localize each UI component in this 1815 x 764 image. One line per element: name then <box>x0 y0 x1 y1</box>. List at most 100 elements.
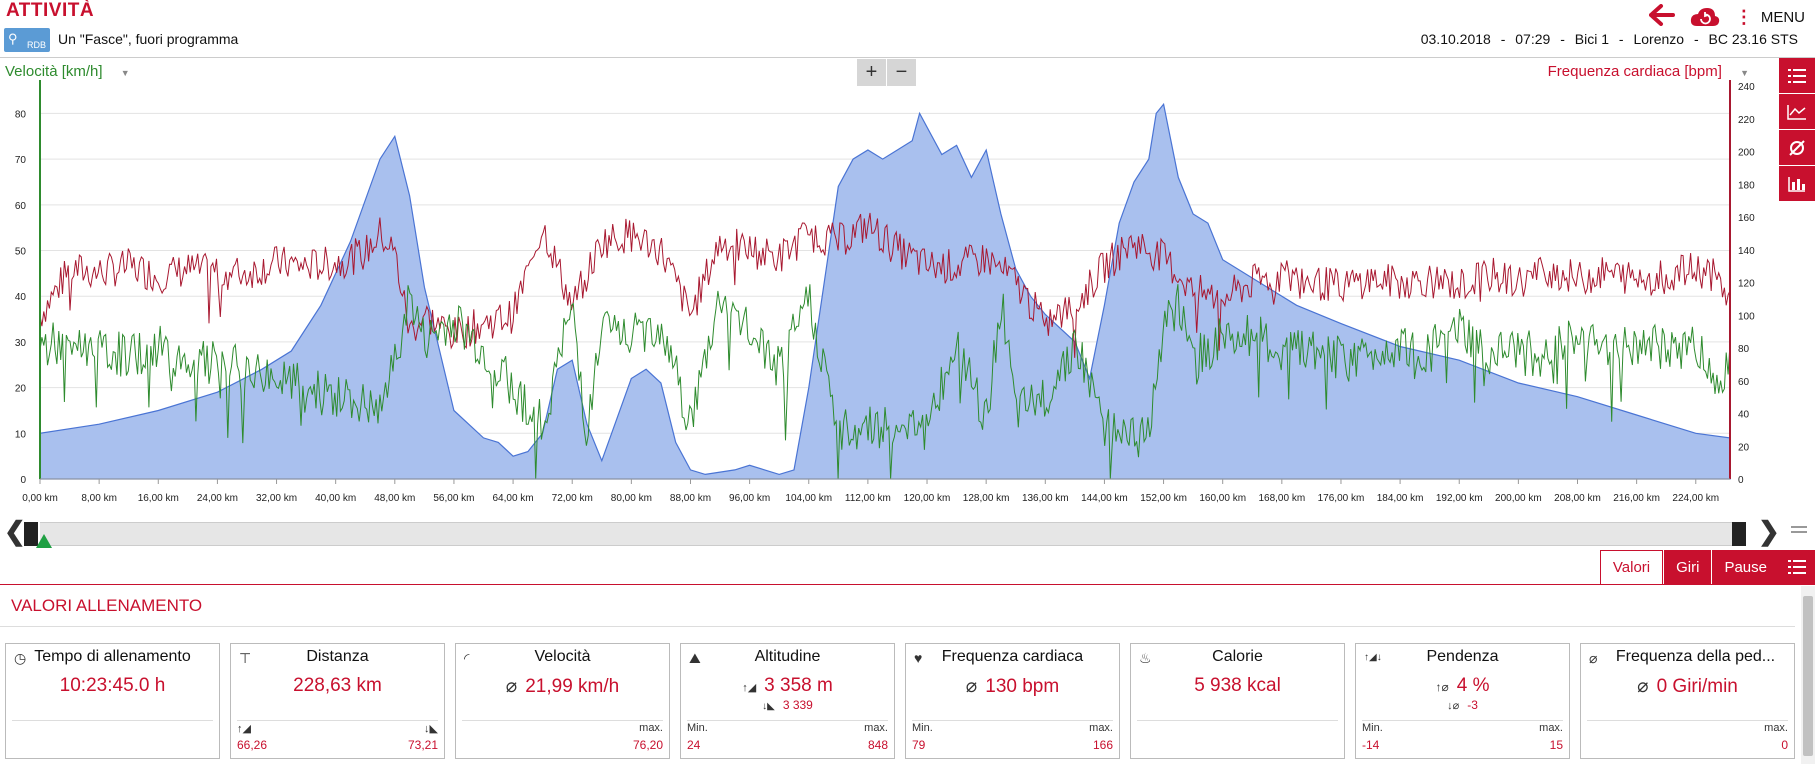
speed-line <box>39 284 1731 480</box>
x-tick-label: 16,00 km <box>138 493 179 504</box>
x-tick-label: 208,00 km <box>1554 493 1601 504</box>
x-tick-label: 224,00 km <box>1672 493 1719 504</box>
card-divider <box>462 720 663 721</box>
card-divider <box>912 720 1113 721</box>
navigator-next-button[interactable]: ❯ <box>1758 516 1780 546</box>
zoom-out-button[interactable]: − <box>887 59 916 86</box>
max-grade: 15 <box>1549 738 1563 752</box>
tab-pause[interactable]: Pause <box>1711 550 1779 584</box>
descent-value: 3 339 <box>782 698 813 712</box>
card-title: Distanza <box>306 648 369 665</box>
max-label: max. <box>1764 722 1788 734</box>
x-tick-label: 200,00 km <box>1495 493 1542 504</box>
y-right-tick-label: 100 <box>1738 311 1755 322</box>
uphill-icon: ↑◢ <box>237 723 251 735</box>
slope-icon: ↑◢↓ <box>1364 652 1382 663</box>
x-tick-label: 40,00 km <box>315 493 356 504</box>
x-tick-label: 120,00 km <box>904 493 951 504</box>
downhill-grade: -3 <box>1467 698 1478 712</box>
y-right-tick-label: 220 <box>1738 115 1755 126</box>
max-label: max. <box>1539 722 1563 734</box>
max-label: max. <box>864 722 888 734</box>
line-chart-button[interactable] <box>1779 94 1815 130</box>
x-tick-label: 48,00 km <box>374 493 415 504</box>
x-tick-label: 144,00 km <box>1081 493 1128 504</box>
bar-chart-button[interactable] <box>1779 166 1815 202</box>
navigator-track[interactable] <box>40 522 1732 546</box>
max-label: max. <box>1089 722 1113 734</box>
x-tick-label: 104,00 km <box>785 493 832 504</box>
downhill-distance: 73,21 <box>407 738 438 752</box>
x-tick-label: 136,00 km <box>1022 493 1069 504</box>
tab-giri[interactable]: Giri <box>1663 550 1712 584</box>
card-sub-row: ↓⌀ -3 <box>1356 698 1569 712</box>
card-value-row: ⌀ 21,99 km/h <box>456 675 669 698</box>
zoom-in-button[interactable]: + <box>857 59 886 86</box>
drag-handle-icon[interactable] <box>1791 526 1807 536</box>
scrollbar-thumb[interactable] <box>1803 596 1813 756</box>
min-altitude: 24 <box>687 738 701 752</box>
position-marker-icon[interactable] <box>36 534 52 548</box>
meta-sep: - <box>1560 31 1565 47</box>
x-tick-label: 80,00 km <box>611 493 652 504</box>
card-value: 130 bpm <box>985 676 1060 697</box>
card-calorie: ♨ Calorie 5 938 kcal <box>1130 643 1345 759</box>
card-divider <box>687 720 888 721</box>
y-right-tick-label: 160 <box>1738 213 1755 224</box>
card-title: Velocità <box>534 648 591 665</box>
chart-axes: 0 10 20 30 40 50 60 70 80 0 20 40 60 80 100 120 140 160 18… <box>15 80 1755 504</box>
speed-series <box>39 284 1731 480</box>
card-title: Frequenza cardiaca <box>941 648 1084 665</box>
min-label: Min. <box>1362 722 1383 734</box>
card-altitudine: ⛰ Altitudine ↑◢ 3 358 m ↓◣ 3 339 Min. max.… <box>680 643 895 759</box>
card-sub-row: ↓◣ 3 339 <box>681 698 894 712</box>
navigator-prev-button[interactable]: ❮ <box>4 516 26 546</box>
card-divider <box>237 720 438 721</box>
tab-valori[interactable]: Valori <box>1599 550 1664 584</box>
average-icon: ⌀ <box>965 676 978 697</box>
card-divider <box>1587 720 1788 721</box>
tab-list-button[interactable] <box>1779 550 1815 584</box>
values-scrollbar[interactable] <box>1801 586 1815 764</box>
x-tick-label: 88,00 km <box>670 493 711 504</box>
x-tick-label: 64,00 km <box>493 493 534 504</box>
back-arrow-icon[interactable] <box>1648 4 1675 30</box>
top-toolbar: ⋮ MENU <box>1648 4 1805 30</box>
y-right-tick-label: 20 <box>1738 442 1750 453</box>
y-left-tick-label: 40 <box>15 292 27 303</box>
range-navigator: ❮ ❯ <box>0 514 1815 548</box>
right-axis-selector[interactable]: Frequenza cardiaca [bpm] ▼ <box>1548 63 1749 80</box>
header-divider <box>0 57 1815 58</box>
downhill-average-icon: ↓⌀ <box>1447 700 1460 712</box>
list-view-button[interactable] <box>1779 58 1815 94</box>
activity-name: Un "Fasce", fuori programma <box>58 31 239 47</box>
card-value: 21,99 km/h <box>525 676 620 697</box>
stats-cards: ◷ Tempo di allenamento 10:23:45.0 h ⊤ Di… <box>5 643 1795 759</box>
y-right-tick-label: 140 <box>1738 246 1755 257</box>
zoom-controls: + − <box>857 59 916 86</box>
card-velocita: ◜ Velocità ⌀ 21,99 km/h max. 76,20 <box>455 643 670 759</box>
card-title: Calorie <box>1212 648 1263 665</box>
min-label: Min. <box>912 722 933 734</box>
left-axis-selector[interactable]: Velocità [km/h] ▼ <box>5 63 130 80</box>
card-divider <box>1362 720 1563 721</box>
menu-button[interactable]: ⋮ MENU <box>1735 8 1805 26</box>
left-axis-label: Velocità [km/h] <box>5 63 103 80</box>
y-left-tick-label: 70 <box>15 155 27 166</box>
navigator-right-handle[interactable] <box>1732 522 1746 546</box>
uphill-average-icon: ↑⌀ <box>1435 680 1449 694</box>
tab-bar: Valori Giri Pause <box>1599 550 1815 584</box>
cloud-sync-icon[interactable] <box>1689 6 1721 28</box>
activity-time: 07:29 <box>1515 31 1551 47</box>
heart-rate-series <box>39 212 1731 358</box>
x-tick-label: 176,00 km <box>1318 493 1365 504</box>
activity-chart[interactable]: 0 10 20 30 40 50 60 70 80 0 20 40 60 80 100 120 140 160 18… <box>0 80 1780 514</box>
activity-meta: 03.10.2018 - 07:29 - Bici 1 - Lorenzo - … <box>1418 31 1801 47</box>
average-button[interactable] <box>1779 130 1815 166</box>
y-left-tick-label: 0 <box>20 475 26 486</box>
card-pendenza: ↑◢↓ Pendenza ↑⌀ 4 % ↓⌀ -3 Min. max. -14 15 <box>1355 643 1570 759</box>
navigator-left-handle[interactable] <box>24 522 38 546</box>
x-tick-label: 216,00 km <box>1613 493 1660 504</box>
x-tick-label: 152,00 km <box>1140 493 1187 504</box>
descent-icon: ↓◣ <box>762 701 775 712</box>
